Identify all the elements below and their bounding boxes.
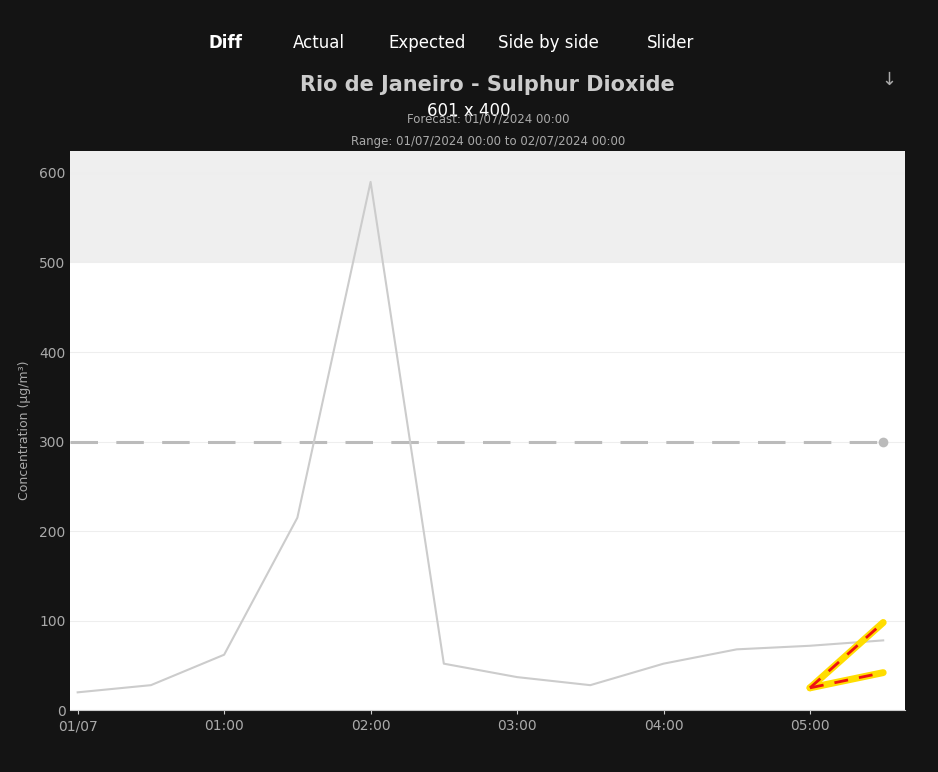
Text: Range: 01/07/2024 00:00 to 02/07/2024 00:00: Range: 01/07/2024 00:00 to 02/07/2024 00… bbox=[351, 135, 625, 147]
Y-axis label: Concentration (μg/m³): Concentration (μg/m³) bbox=[18, 361, 31, 500]
Text: ↓: ↓ bbox=[882, 71, 897, 89]
Text: Rio de Janeiro - Sulphur Dioxide: Rio de Janeiro - Sulphur Dioxide bbox=[300, 75, 675, 95]
Text: Actual: Actual bbox=[293, 34, 345, 52]
Text: Diff: Diff bbox=[208, 34, 242, 52]
Text: Expected: Expected bbox=[388, 34, 465, 52]
Text: Forecast: 01/07/2024 00:00: Forecast: 01/07/2024 00:00 bbox=[406, 113, 569, 125]
Bar bbox=[70, 151, 905, 262]
Text: 601 x 400: 601 x 400 bbox=[427, 103, 511, 120]
Text: Slider: Slider bbox=[647, 34, 694, 52]
Text: Side by side: Side by side bbox=[498, 34, 599, 52]
